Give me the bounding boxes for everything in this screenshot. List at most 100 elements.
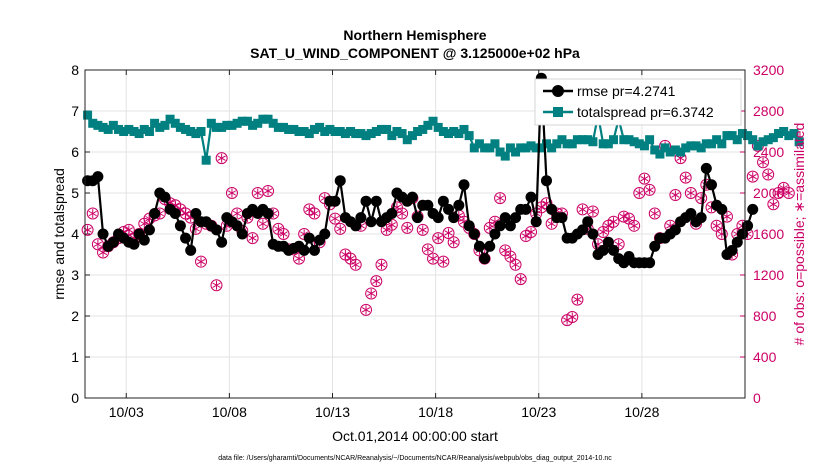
totalspread-point	[371, 127, 381, 136]
y-right-tick-label: 2800	[753, 103, 784, 119]
totalspread-point	[763, 135, 773, 145]
obs-marker	[334, 222, 347, 235]
totalspread-point	[175, 122, 185, 132]
totalspread-point	[284, 124, 294, 134]
legend-rmse-label: rmse pr=4.2741	[577, 83, 676, 99]
x-tick-label: 10/28	[624, 404, 659, 420]
totalspread-point	[268, 118, 278, 128]
obs-assimilated-star	[588, 208, 598, 215]
obs-possible-circle	[375, 258, 388, 271]
obs-marker	[679, 171, 692, 184]
y-left-tick-label: 6	[71, 144, 79, 160]
totalspread-point	[438, 127, 448, 136]
obs-assimilated-star	[336, 226, 345, 232]
obs-possible-circle	[442, 226, 455, 239]
totalspread-point	[93, 120, 103, 130]
rmse-point	[499, 212, 511, 224]
totalspread-point	[639, 141, 649, 151]
rmse-point	[587, 228, 599, 240]
obs-assimilated-star	[449, 239, 458, 245]
totalspread-point	[753, 141, 763, 151]
totalspread-point	[361, 131, 371, 141]
totalspread-point	[382, 124, 392, 134]
rmse-point	[210, 224, 222, 236]
rmse-point	[484, 240, 496, 252]
obs-marker	[643, 183, 656, 196]
obs-possible-circle	[669, 189, 682, 202]
obs-assimilated-star	[253, 190, 262, 196]
obs-assimilated-star	[671, 192, 680, 198]
rmse-point	[510, 212, 522, 224]
totalspread-point	[340, 129, 350, 139]
obs-assimilated-star	[547, 221, 556, 227]
y-left-tick-label: 5	[71, 185, 79, 201]
totalspread-point	[397, 129, 407, 139]
totalspread-point	[387, 131, 397, 141]
totalspread-point	[201, 155, 211, 165]
totalspread-point	[273, 122, 283, 132]
obs-assimilated-star	[196, 258, 206, 265]
totalspread-point	[495, 147, 505, 157]
obs-assimilated-star	[227, 190, 237, 196]
obs-marker	[246, 232, 259, 245]
rmse-point	[468, 228, 480, 240]
totalspread-point	[217, 122, 227, 132]
rmse-point	[329, 195, 341, 207]
rmse-point	[262, 208, 274, 219]
obs-assimilated-star	[640, 175, 649, 182]
rmse-point	[231, 220, 243, 232]
obs-marker	[427, 252, 440, 265]
rmse-point	[458, 179, 470, 191]
obs-possible-circle	[262, 184, 275, 197]
totalspread-point	[299, 127, 309, 136]
totalspread-point	[706, 139, 716, 149]
rmse-point	[355, 212, 367, 224]
obs-assimilated-star	[686, 190, 696, 196]
obs-marker	[494, 192, 507, 205]
obs-possible-circle	[695, 192, 708, 205]
rmse-point	[236, 228, 248, 240]
legend-rmse-marker	[552, 85, 564, 97]
obs-marker	[782, 187, 795, 199]
obs-marker	[684, 187, 697, 199]
rmse-point	[504, 220, 516, 232]
totalspread-point	[572, 135, 582, 145]
rmse-point	[494, 220, 506, 232]
obs-marker	[514, 273, 527, 286]
obs-assimilated-star	[403, 225, 412, 231]
obs-assimilated-star	[712, 223, 721, 229]
totalspread-point	[732, 135, 742, 145]
totalspread-point	[717, 139, 727, 149]
totalspread-point	[660, 143, 670, 153]
x-tick-label: 10/03	[109, 404, 144, 420]
totalspread-point	[335, 127, 345, 136]
chart-title-line1: Northern Hemisphere	[343, 27, 486, 43]
totalspread-point	[789, 129, 799, 139]
totalspread-point	[676, 147, 686, 157]
totalspread-point	[211, 122, 221, 132]
obs-marker	[571, 293, 584, 306]
totalspread-point	[598, 139, 608, 149]
obs-assimilated-star	[124, 227, 133, 233]
x-tick-label: 10/18	[418, 404, 453, 420]
rmse-point	[669, 224, 681, 236]
obs-possible-circle	[432, 232, 445, 245]
rmse-point	[463, 220, 475, 232]
totalspread-point	[423, 120, 433, 130]
totalspread-point	[722, 131, 732, 141]
obs-marker	[256, 217, 269, 230]
obs-assimilated-star	[599, 229, 608, 235]
y-left-tick-label: 3	[71, 267, 79, 283]
totalspread-point	[309, 124, 319, 134]
obs-assimilated-star	[511, 262, 520, 268]
rmse-point	[334, 175, 346, 187]
series-layer	[81, 72, 804, 327]
totalspread-point	[737, 129, 747, 139]
obs-assimilated-star	[779, 185, 788, 191]
totalspread-point	[469, 143, 479, 153]
obs-possible-circle	[292, 252, 305, 265]
rmse-point	[540, 175, 552, 187]
obs-possible-circle	[782, 187, 795, 199]
rmse-point	[597, 244, 609, 256]
y-left-tick-label: 7	[71, 103, 79, 119]
